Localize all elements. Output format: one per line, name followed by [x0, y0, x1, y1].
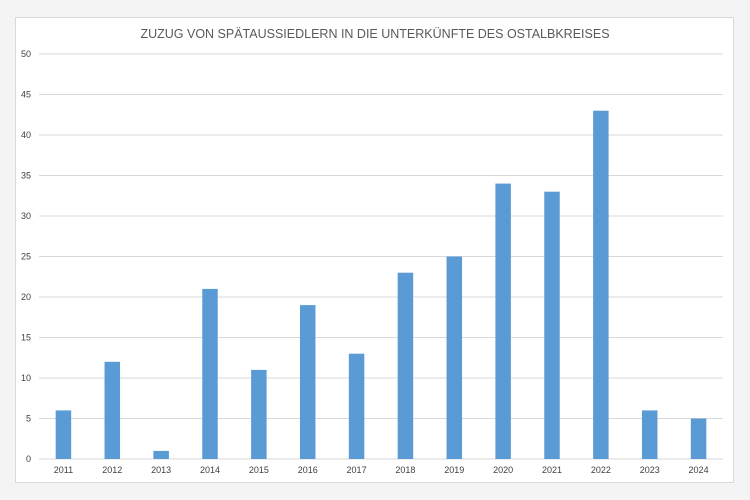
- y-tick-label: 0: [26, 454, 31, 464]
- x-tick-label: 2024: [689, 465, 709, 475]
- x-tick-label: 2020: [493, 465, 513, 475]
- bars: [55, 110, 707, 459]
- bar-2016: [299, 305, 316, 459]
- chart-frame: ZUZUG VON SPÄTAUSSIEDLERN IN DIE UNTERKÜ…: [15, 17, 734, 483]
- x-tick-label: 2011: [54, 465, 73, 475]
- y-tick-label: 50: [21, 49, 31, 59]
- x-axis-ticks: 2011 2012 2013 2014 2015 2016 2017 2018 2019 2020…: [54, 465, 709, 475]
- y-tick-label: 10: [21, 373, 31, 383]
- x-tick-label: 2019: [444, 465, 464, 475]
- bar-2013: [153, 450, 169, 459]
- y-tick-label: 35: [21, 171, 31, 181]
- chart-title: ZUZUG VON SPÄTAUSSIEDLERN IN DIE UNTERKÜ…: [140, 27, 609, 41]
- bar-2017: [348, 353, 365, 459]
- bar-2019: [446, 256, 463, 459]
- bar-2021: [544, 191, 560, 459]
- bar-2015: [251, 369, 267, 459]
- x-tick-label: 2014: [200, 465, 220, 475]
- bar-2024: [690, 418, 707, 459]
- y-tick-label: 20: [21, 292, 31, 302]
- bar-2022: [593, 110, 609, 459]
- x-tick-label: 2022: [591, 465, 611, 475]
- bar-2023: [641, 410, 658, 459]
- bar-chart: ZUZUG VON SPÄTAUSSIEDLERN IN DIE UNTERKÜ…: [21, 27, 723, 475]
- y-tick-label: 45: [21, 90, 31, 100]
- x-tick-label: 2021: [542, 465, 562, 475]
- bar-2012: [104, 361, 121, 459]
- y-tick-label: 40: [21, 130, 31, 140]
- y-axis-ticks: 0 5 10 15 20 25 30 35 40 45 50: [21, 49, 31, 464]
- x-tick-label: 2015: [249, 465, 269, 475]
- bar-2011: [55, 410, 72, 459]
- bar-2018: [397, 272, 414, 459]
- x-tick-label: 2013: [151, 465, 171, 475]
- y-tick-label: 15: [21, 333, 31, 343]
- y-tick-label: 30: [21, 211, 31, 221]
- x-tick-label: 2023: [640, 465, 660, 475]
- y-tick-label: 25: [21, 252, 31, 262]
- gridlines: [39, 53, 723, 460]
- bar-2020: [495, 183, 511, 459]
- x-tick-label: 2017: [347, 465, 367, 475]
- bar-2014: [202, 288, 218, 459]
- x-tick-label: 2012: [102, 465, 122, 475]
- y-tick-label: 5: [26, 414, 31, 424]
- x-tick-label: 2018: [395, 465, 415, 475]
- x-tick-label: 2016: [298, 465, 318, 475]
